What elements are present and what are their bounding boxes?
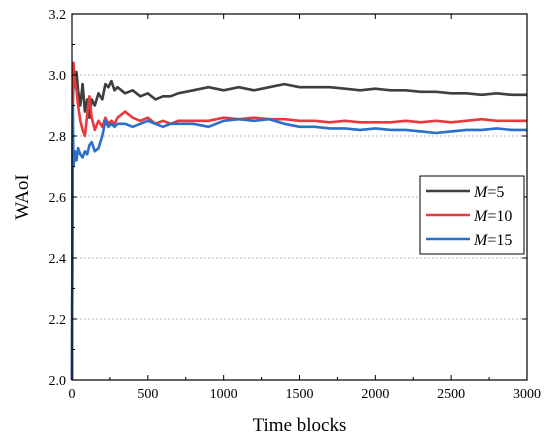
x-tick-label: 1000: [210, 387, 238, 402]
legend: M=5 M=10 M=15: [419, 175, 525, 255]
y-axis-title: WAoI: [12, 174, 33, 219]
x-tick-label: 500: [137, 387, 158, 402]
legend-label-3: M=15: [473, 232, 512, 249]
x-tick-label: 2000: [361, 387, 389, 402]
y-tick-label: 2.6: [49, 191, 67, 206]
series-line-1: [70, 67, 527, 381]
x-tick-label: 2500: [437, 387, 465, 402]
y-tick-label: 2.8: [49, 130, 67, 145]
tick-labels: 0 500 1000 1500 2000 2500 3000 2.0 2.2 2.4 2.6 2.8 3…: [49, 8, 542, 402]
series-layer: [70, 61, 527, 381]
y-tick-label: 3.2: [49, 8, 67, 23]
y-tick-label: 2.0: [49, 374, 67, 389]
legend-label-1: M=5: [473, 184, 504, 201]
x-tick-label: 3000: [513, 387, 541, 402]
legend-label-2: M=10: [473, 208, 512, 225]
series-line-3: [70, 104, 527, 381]
y-tick-label: 2.2: [49, 313, 67, 328]
x-tick-label: 1500: [286, 387, 314, 402]
y-tick-label: 2.4: [49, 252, 67, 267]
y-tick-label: 3.0: [49, 69, 67, 84]
axis-ticks: [71, 13, 528, 381]
x-axis-title: Time blocks: [253, 415, 347, 436]
x-tick-label: 0: [69, 387, 76, 402]
series-line-2: [70, 61, 527, 381]
